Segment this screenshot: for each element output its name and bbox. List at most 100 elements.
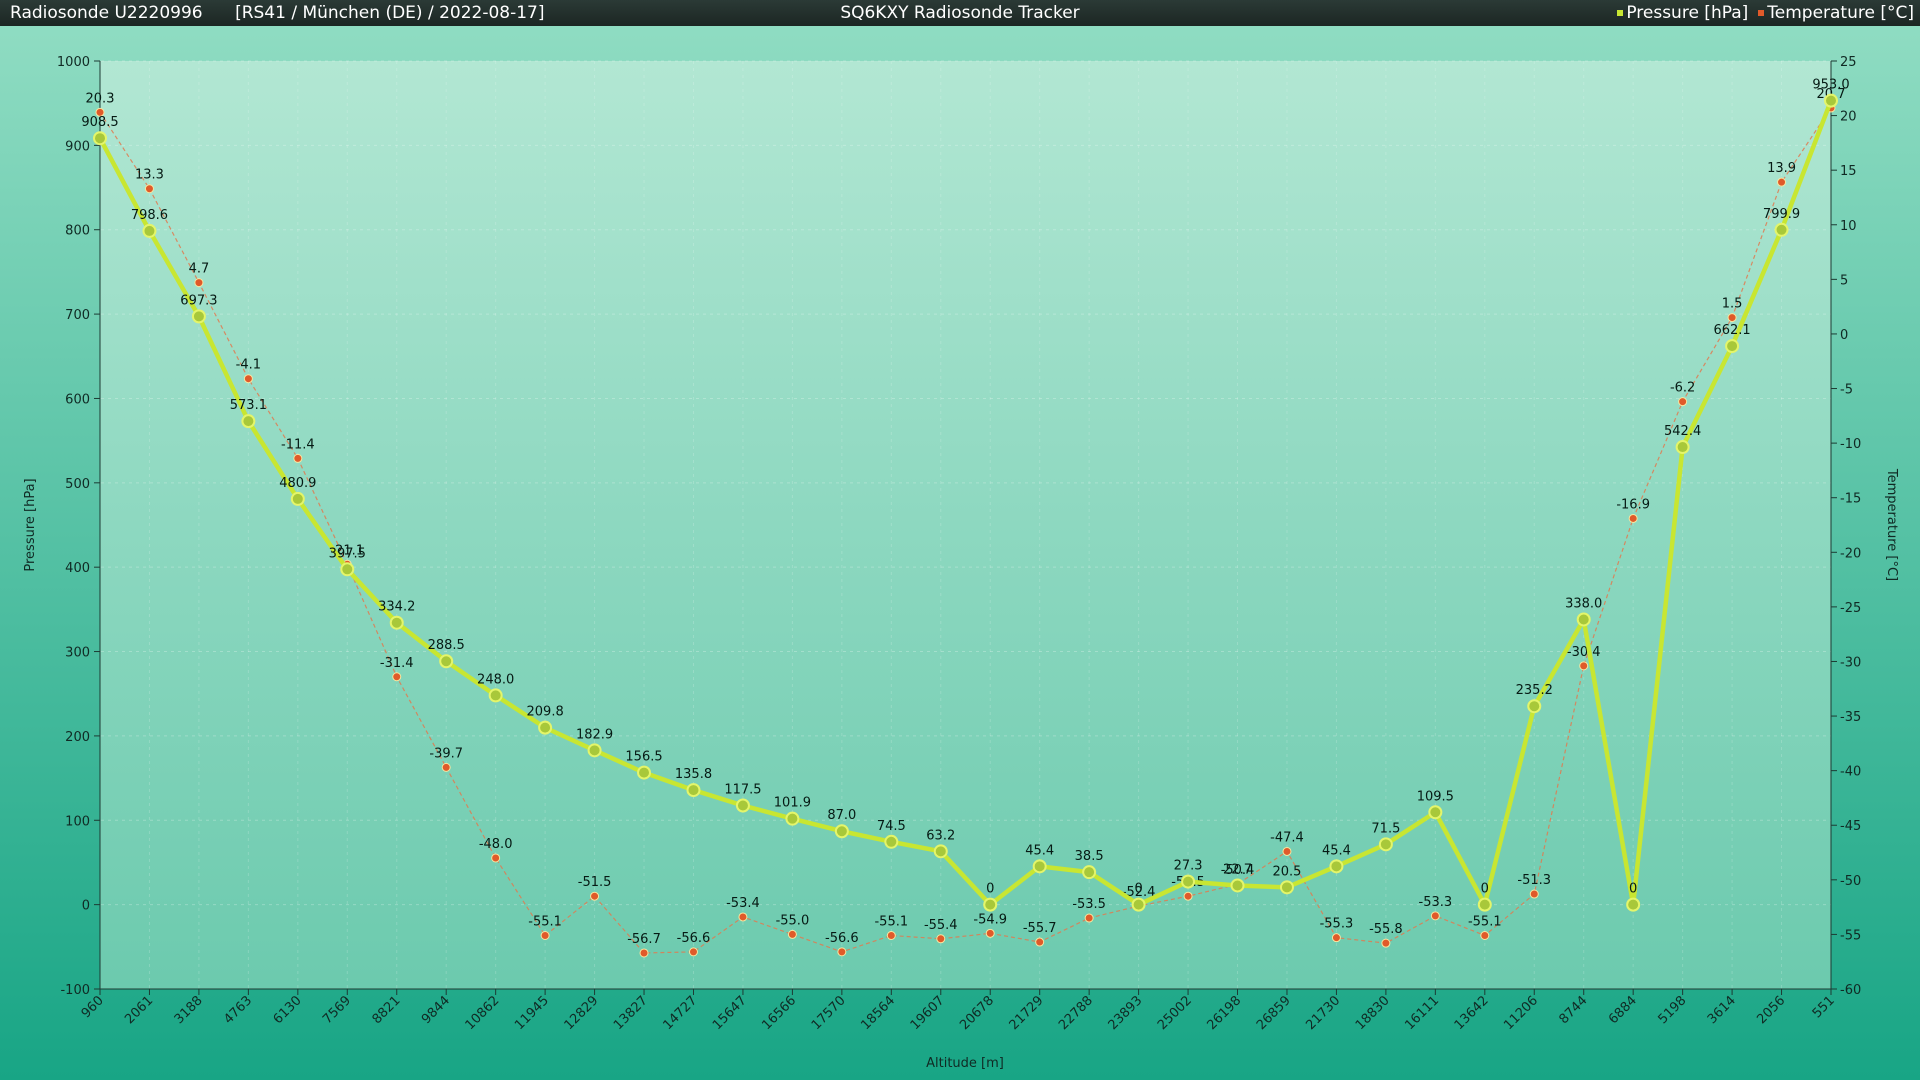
temperature-point — [1678, 397, 1688, 407]
temperature-point — [1331, 933, 1341, 943]
pressure-label: 87.0 — [827, 808, 856, 823]
y2-tick-label: -25 — [1840, 601, 1861, 616]
y2-tick-label: -30 — [1840, 655, 1861, 670]
pressure-label: 799.9 — [1763, 207, 1800, 222]
pressure-label: 20.5 — [1272, 864, 1301, 879]
temperature-label: -4.1 — [236, 358, 261, 373]
temperature-point — [1084, 913, 1094, 923]
pressure-label: 397.5 — [329, 546, 366, 561]
pressure-point — [1527, 699, 1542, 714]
pressure-point — [884, 834, 899, 849]
title-bar: Radiosonde U2220996 [RS41 / München (DE)… — [0, 0, 1920, 26]
pressure-point — [439, 654, 454, 669]
y2-tick-label: -35 — [1840, 710, 1861, 725]
pressure-point — [735, 798, 750, 813]
pressure-label: 0 — [1481, 882, 1489, 897]
plot-area — [100, 61, 1831, 989]
y-tick-label: 1000 — [57, 55, 90, 70]
pressure-label: 71.5 — [1371, 821, 1400, 836]
temperature-point — [639, 948, 649, 958]
y2-tick-label: 15 — [1840, 164, 1857, 179]
x-axis-title: Altitude [m] — [926, 1056, 1004, 1071]
y-axis-temperature: -60-55-50-45-40-35-30-25-20-15-10-505101… — [1830, 55, 1861, 998]
temperature-point — [243, 374, 253, 384]
y2-tick-label: -20 — [1840, 546, 1861, 561]
temperature-point — [590, 891, 600, 901]
pressure-point — [1428, 805, 1443, 820]
temperature-point — [1381, 938, 1391, 948]
temperature-label: -50.4 — [1221, 863, 1255, 878]
y2-tick-label: 10 — [1840, 219, 1857, 234]
y2-tick-label: -5 — [1840, 383, 1853, 398]
pressure-point — [1774, 222, 1789, 237]
y2-tick-label: 0 — [1840, 328, 1848, 343]
temperature-label: -6.2 — [1670, 381, 1695, 396]
temperature-label: -55.4 — [924, 918, 958, 933]
pressure-point — [1279, 880, 1294, 895]
pressure-point — [1725, 339, 1740, 354]
pressure-point — [93, 131, 107, 146]
pressure-label: 480.9 — [279, 476, 316, 491]
pressure-point — [1181, 874, 1196, 889]
temperature-label: -55.1 — [1468, 915, 1502, 930]
temperature-point — [293, 453, 303, 463]
grid — [101, 60, 1831, 990]
pressure-point — [587, 743, 602, 758]
pressure-point — [1032, 859, 1047, 874]
temperature-swatch-icon — [1758, 10, 1765, 16]
temperature-label: -11.4 — [281, 437, 315, 452]
temperature-point — [936, 934, 946, 944]
pressure-label: 798.6 — [131, 208, 168, 223]
pressure-label: 338.0 — [1565, 596, 1602, 611]
temperature-line — [99, 107, 1832, 954]
temperature-point — [491, 853, 501, 863]
y-tick-label: 300 — [65, 646, 90, 661]
legend-item-pressure[interactable]: Pressure [hPa] — [1617, 0, 1748, 26]
temperature-point — [1579, 661, 1589, 671]
y2-tick-label: 5 — [1840, 273, 1848, 288]
temperature-label: -55.0 — [776, 913, 810, 928]
temperature-label: -55.1 — [874, 915, 908, 930]
temperature-label: -56.6 — [677, 931, 711, 946]
pressure-point — [983, 897, 998, 912]
y-tick-label: -100 — [60, 983, 90, 998]
y2-tick-label: 25 — [1840, 55, 1857, 70]
temperature-label: -54.9 — [973, 912, 1007, 927]
temperature-point — [738, 912, 748, 922]
pressure-label: 288.5 — [428, 638, 465, 653]
pressure-point — [1329, 859, 1344, 874]
temperature-label: -47.4 — [1270, 830, 1304, 845]
temperature-label: -56.7 — [627, 932, 661, 947]
pressure-point — [538, 720, 553, 735]
pressure-swatch-icon — [1617, 10, 1624, 16]
pressure-point — [637, 765, 652, 780]
pressure-label: 109.5 — [1417, 789, 1454, 804]
y2-tick-label: -50 — [1840, 874, 1861, 889]
y-tick-label: 0 — [82, 899, 90, 914]
y2-tick-label: -15 — [1840, 492, 1861, 507]
legend: Pressure [hPa] Temperature [°C] — [1617, 0, 1914, 26]
pressure-label: 334.2 — [378, 600, 415, 615]
temperature-point — [1183, 891, 1193, 901]
temperature-label: -53.4 — [726, 896, 760, 911]
pressure-label: 697.3 — [180, 293, 217, 308]
y2-tick-label: -55 — [1840, 928, 1861, 943]
temperature-point — [194, 278, 204, 288]
y2-tick-label: -60 — [1840, 983, 1861, 998]
legend-item-temperature[interactable]: Temperature [°C] — [1758, 0, 1914, 26]
legend-label-pressure: Pressure [hPa] — [1626, 3, 1749, 23]
pressure-label: 27.3 — [1174, 859, 1203, 874]
y-tick-label: 200 — [65, 730, 90, 745]
y-tick-label: 700 — [65, 308, 90, 323]
pressure-point — [389, 615, 404, 630]
y-tick-label: 800 — [65, 224, 90, 239]
pressure-label: 45.4 — [1322, 843, 1351, 858]
pressure-point — [1576, 612, 1591, 627]
pressure-point — [1824, 93, 1838, 108]
pressure-point — [1675, 440, 1690, 455]
pressure-series: 908.5 798.6 697.3 573.1 480.9 397.5 334.2 288.5… — [81, 78, 1850, 912]
pressure-point — [340, 562, 355, 577]
pressure-point — [686, 783, 701, 798]
pressure-label: 22.7 — [1223, 862, 1252, 877]
